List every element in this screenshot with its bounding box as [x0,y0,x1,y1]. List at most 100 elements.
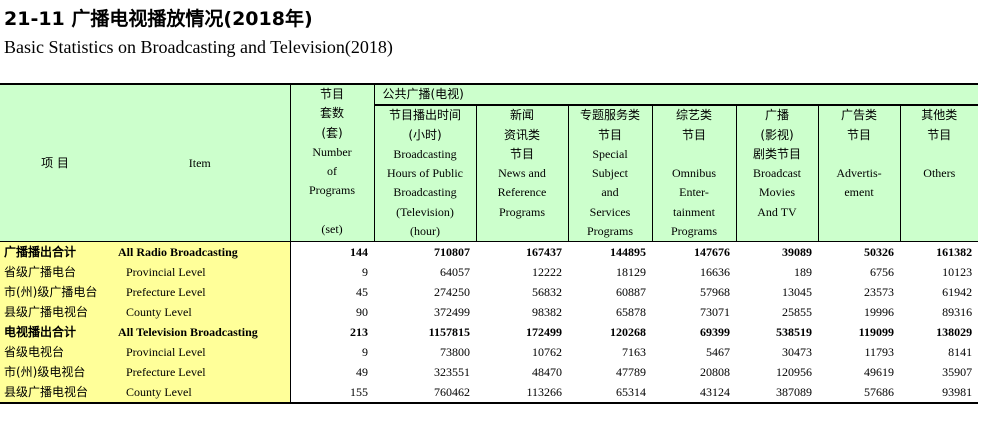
header-line: Broadcast [753,166,801,181]
cell-value: 65314 [568,382,652,405]
cell-value: 323551 [434,365,470,380]
header-line: ement [844,185,874,200]
cell-value: 11793 [864,345,894,360]
cell-value: 144 [289,241,374,263]
row-label-en: Prefecture Level [110,282,290,303]
cell-value: 120268 [610,325,646,340]
table-row: 广播播出合计 All Radio Broadcasting 144 710807 167… [0,241,978,263]
cell-value: 39089 [782,245,812,260]
cell-value: 189 [794,265,812,280]
header-line: Omnibus [671,166,716,181]
header-line: 节目 [846,127,871,142]
row-label-cn: 县级广播电视台 [0,382,110,405]
header-line: Services [589,204,631,219]
table-row: 省级广播电台 Provincial Level 9 64057 12222 18129 16… [0,262,978,283]
header-line: Programs [671,224,717,239]
header-line: 节目 [509,146,534,161]
cell-value: 760462 [374,382,476,405]
cell-value: 147676 [694,245,730,260]
table-row: 市(州)级电视台 Prefecture Level 49 323551 48470 477… [0,362,978,383]
header-line: (Television) [396,204,454,219]
header-line: Reference [497,185,547,200]
header-line: Broadcasting [393,146,457,161]
header-public-broadcasting: 公共广播(电视) [373,84,979,106]
cell-value: 93981 [900,382,979,405]
header-line: Enter- [679,185,709,200]
row-label-en: Provincial Level [110,262,290,283]
header-advert: 广告类 节目 Advertis-ement [817,104,900,242]
header-line: (影视) [760,127,794,142]
cell-value: 56832 [532,285,562,300]
cell-value: 49619 [864,365,894,380]
header-line: 新闻 [509,108,534,123]
header-line: 节目播出时间 [388,108,461,123]
header-line [291,201,374,220]
cell-value: 7163 [622,345,646,360]
header-line: Others [923,166,956,181]
header-line [653,145,736,164]
row-label-cn: 县级广播电视台 [0,302,110,323]
row-label-en: All Television Broadcasting [110,322,290,343]
header-movies: 广播 (影视) 剧类节目 Broadcast Movies And TV [735,104,818,242]
cell-value: 155 [289,382,374,405]
header-hours: 节目播出时间 (小时) Broadcasting Hours of Public Bro… [373,105,476,242]
header-line: Broadcasting [393,185,457,200]
row-label-en: County Level [110,302,290,323]
row-label-en: Prefecture Level [110,362,290,383]
header-line: 广播 [764,108,789,123]
cell-value: 65878 [616,305,646,320]
row-label-en: County Level [110,382,290,405]
cell-value: 120956 [776,365,812,380]
table-row: 县级广播电视台 County Level 155 760462 113266 65314 4… [0,382,979,405]
header-others: 其他类 节目 Others [899,104,979,242]
cell-value: 16636 [700,265,730,280]
cell-value: 89316 [942,305,973,320]
cell-value: 49 [289,362,374,383]
cell-value: 43124 [652,382,736,405]
cell-value: 47789 [616,365,646,380]
header-line: 资讯类 [503,127,540,142]
cell-value: 18129 [616,265,646,280]
header-line: 其他类 [921,108,958,123]
cell-value: 6756 [870,265,894,280]
header-line: Movies [759,185,795,200]
cell-value: 10762 [532,345,562,360]
table-row: 电视播出合计 All Television Broadcasting 213 1157… [0,322,978,343]
cell-value: 73071 [700,305,730,320]
cell-value: 20808 [700,365,730,380]
cell-value: 30473 [782,345,812,360]
table-title-chinese: 21-11 广播电视播放情况(2018年) [4,8,313,30]
row-label-cn: 省级电视台 [0,342,110,363]
row-label-en: Provincial Level [110,342,290,363]
cell-value: 9 [289,262,374,283]
header-line: tainment [673,204,715,219]
header-line: (hour) [410,224,440,239]
header-line: (套) [321,125,343,140]
cell-value: 64057 [440,265,470,280]
header-item-cn: 项 目 [0,84,110,242]
cell-value: 9 [289,342,374,363]
cell-value: 57968 [700,285,730,300]
statistics-table: 项 目 Item 节目 套数 (套) Number of Programs (set) 公共… [0,83,979,405]
cell-value: 5467 [706,345,730,360]
header-line: Programs [587,224,633,239]
cell-value: 69399 [700,325,730,340]
cell-value: 372499 [434,305,470,320]
cell-value: 8141 [948,345,973,360]
cell-value: 167437 [526,245,562,260]
header-line: of [327,164,337,179]
cell-value: 90 [289,302,374,323]
row-label-cn: 广播播出合计 [0,241,110,263]
header-line: Subject [592,166,628,181]
cell-value: 113266 [476,382,568,405]
row-label-cn: 市(州)级广播电台 [0,282,110,303]
header-line: Hours of Public [387,166,463,181]
header-item-en: Item [110,84,290,242]
row-label-en: All Radio Broadcasting [110,241,290,263]
cell-value: 161382 [936,245,973,260]
cell-value: 73800 [440,345,470,360]
header-line: Special [592,146,628,161]
header-line: News and [498,166,546,181]
header-line: 节目 [319,87,344,101]
cell-value: 138029 [936,325,973,340]
